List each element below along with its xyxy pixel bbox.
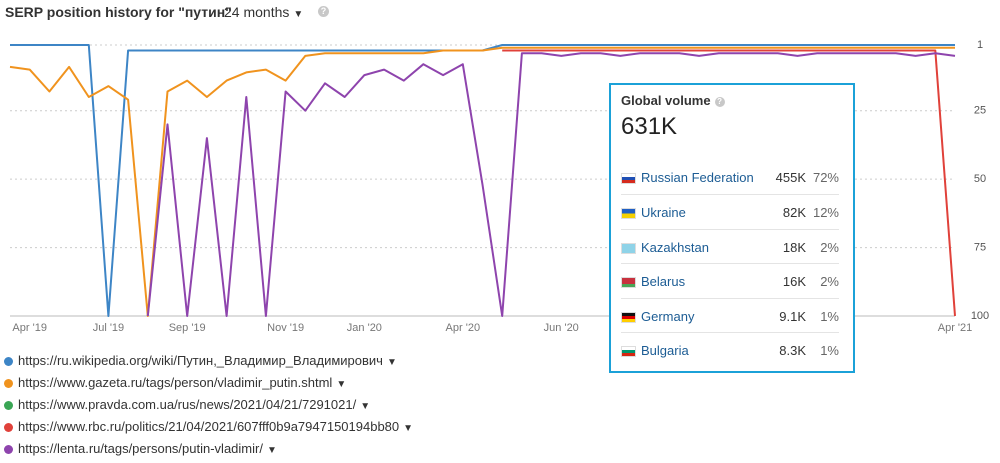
legend-swatch — [4, 423, 13, 432]
country-link[interactable]: Russian Federation — [641, 170, 754, 185]
x-tick-label: Jul '19 — [93, 322, 124, 334]
x-tick-label: Apr '21 — [938, 322, 973, 334]
flag — [621, 242, 636, 254]
country-row: Belarus 16K 2% — [621, 263, 839, 298]
y-tick-label: 25 — [974, 105, 986, 117]
share: 2% — [820, 239, 839, 255]
y-tick-label: 100 — [971, 310, 989, 322]
legend-label: https://www.gazeta.ru/tags/person/vladim… — [18, 375, 333, 390]
y-tick-label: 50 — [974, 173, 986, 185]
series-line — [9, 46, 955, 317]
legend-item[interactable]: https://www.rbc.ru/politics/21/04/2021/6… — [4, 419, 413, 434]
country-row: Bulgaria 8.3K 1% — [621, 332, 839, 367]
country-link[interactable]: Kazakhstan — [641, 239, 709, 255]
legend-swatch — [4, 379, 13, 388]
flag — [621, 311, 636, 323]
volume: 82K — [782, 205, 806, 221]
country-row: Russian Federation 455K 72% — [621, 160, 839, 194]
y-tick-label: 1 — [977, 39, 983, 51]
share: 2% — [820, 274, 839, 290]
country-row: Ukraine 82K 12% — [621, 194, 839, 229]
legend-swatch — [4, 445, 13, 454]
period-label: 24 months — [224, 4, 290, 20]
x-tick-label: Jan '20 — [347, 322, 382, 334]
legend-swatch — [4, 357, 13, 366]
legend-label: https://lenta.ru/tags/persons/putin-vlad… — [18, 441, 263, 456]
country-row: Germany 9.1K 1% — [621, 297, 839, 333]
popup-total: 631K — [621, 113, 678, 140]
flag — [621, 208, 636, 220]
chart-title: SERP position history for "путин" — [5, 4, 232, 20]
period-selector[interactable]: 24 months ▼ — [224, 4, 303, 20]
caret: ▼ — [336, 379, 347, 390]
country-row: Kazakhstan 18K 2% — [621, 228, 839, 264]
help-icon[interactable]: ? — [714, 97, 725, 107]
flag — [621, 173, 636, 184]
x-tick-label: Sep '19 — [169, 322, 206, 334]
country-link[interactable]: Belarus — [641, 274, 686, 290]
x-tick-label: Nov '19 — [267, 322, 304, 334]
caret: ▼ — [386, 357, 397, 368]
volume-popup: Global volume? 631K Russian Federation 45… — [609, 83, 855, 373]
series-line — [502, 49, 956, 317]
share: 72% — [812, 170, 839, 185]
country-link[interactable]: Germany — [641, 308, 695, 324]
caret: ▼ — [266, 445, 277, 456]
country-link[interactable]: Bulgaria — [641, 343, 689, 358]
legend-swatch — [4, 401, 13, 410]
legend-label: https://www.rbc.ru/politics/21/04/2021/6… — [18, 419, 400, 434]
share: 1% — [820, 343, 839, 358]
popup-title: Global volume? — [621, 93, 725, 108]
x-tick-label: Apr '20 — [446, 322, 481, 334]
legend-item[interactable]: https://www.pravda.com.ua/rus/news/2021/… — [4, 397, 370, 412]
x-tick-label: Apr '19 — [12, 322, 47, 334]
share: 1% — [820, 308, 839, 324]
volume: 455K — [775, 170, 806, 185]
y-tick-label: 75 — [974, 241, 986, 253]
series-line — [146, 52, 956, 317]
country-link[interactable]: Ukraine — [641, 205, 686, 221]
legend-label: https://ru.wikipedia.org/wiki/Путин,_Вла… — [18, 353, 383, 368]
chart: 1 25 50 75 100 Apr '19 Jul '19 Sep '19 Nov '19 Ja… — [9, 39, 989, 334]
legend-item[interactable]: https://lenta.ru/tags/persons/putin-vlad… — [4, 441, 277, 456]
legend-label: https://www.pravda.com.ua/rus/news/2021/… — [18, 397, 357, 412]
caret: ▼ — [360, 401, 371, 412]
popup-title-text: Global volume — [621, 93, 711, 108]
flag — [621, 277, 636, 289]
flag — [621, 346, 636, 357]
volume: 9.1K — [779, 308, 806, 324]
caret: ▼ — [293, 9, 304, 20]
caret: ▼ — [403, 423, 414, 434]
legend-item[interactable]: https://www.gazeta.ru/tags/person/vladim… — [4, 375, 346, 390]
volume: 8.3K — [779, 343, 806, 358]
volume: 18K — [782, 239, 806, 255]
volume: 16K — [782, 274, 806, 290]
x-tick-label: Jun '20 — [544, 322, 579, 334]
legend-item[interactable]: https://ru.wikipedia.org/wiki/Путин,_Вла… — [4, 353, 397, 368]
share: 12% — [812, 205, 839, 221]
help-icon[interactable]: ? — [318, 6, 329, 17]
